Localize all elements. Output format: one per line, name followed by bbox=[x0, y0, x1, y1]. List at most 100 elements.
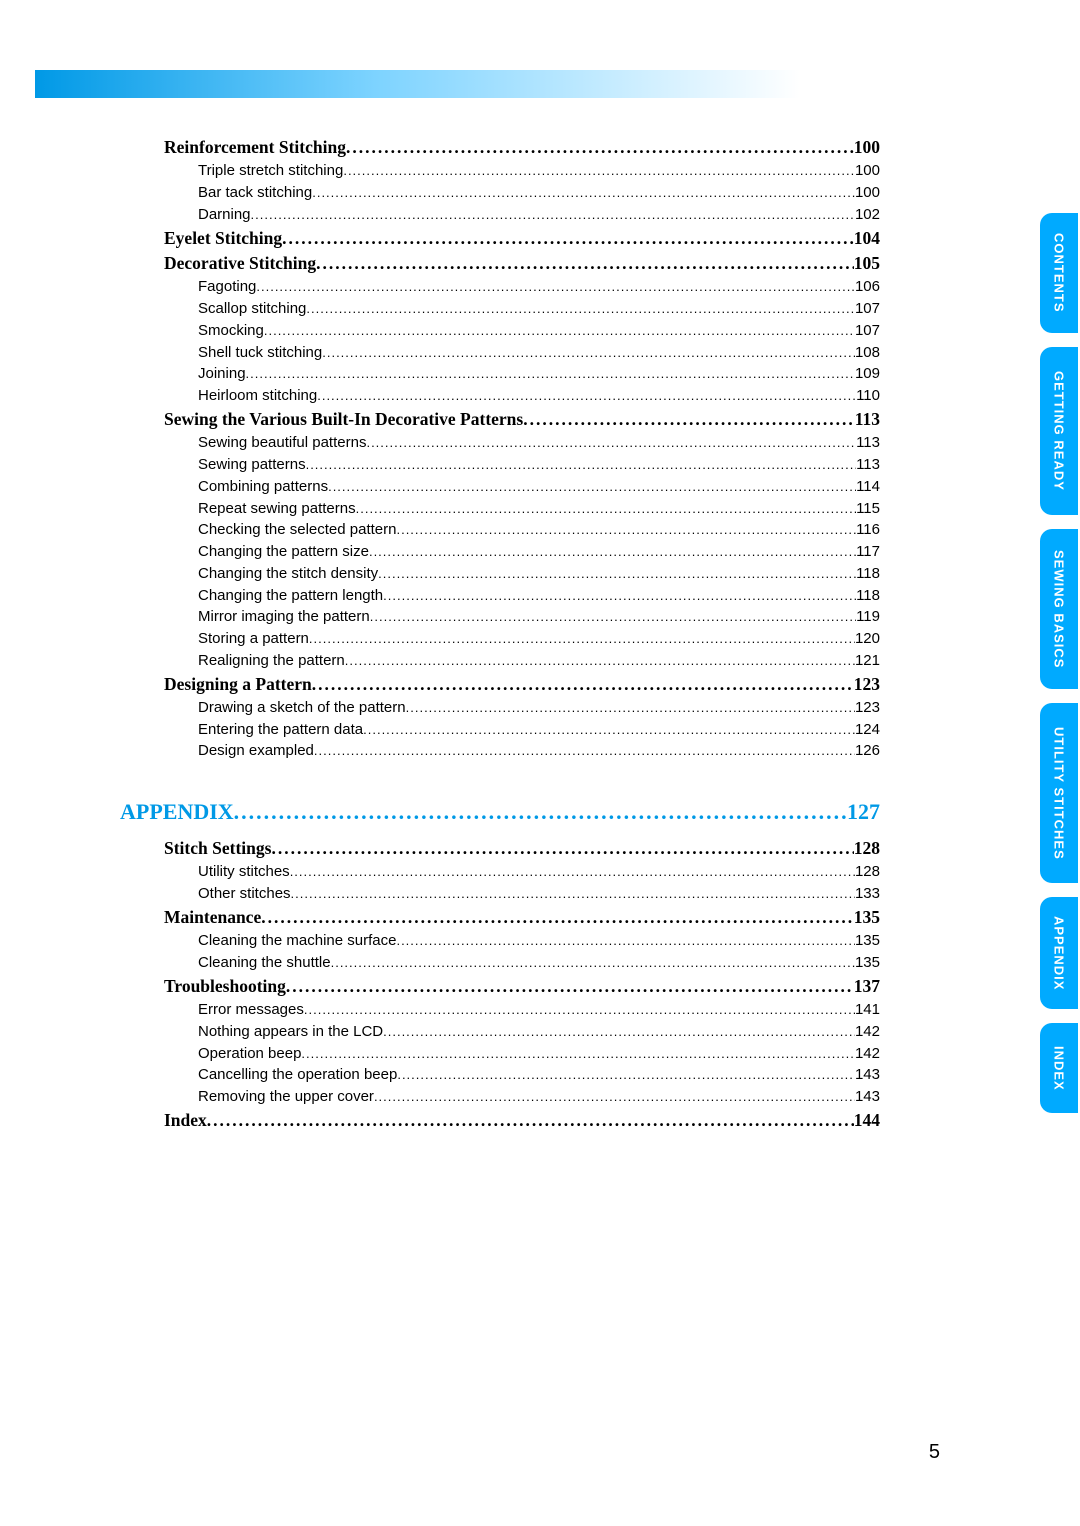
toc-entry[interactable]: Changing the pattern size 117 bbox=[198, 541, 880, 563]
toc-page: 144 bbox=[854, 1108, 880, 1133]
toc-page: 142 bbox=[855, 1021, 880, 1043]
toc-entry[interactable]: Removing the upper cover 143 bbox=[198, 1086, 880, 1108]
toc-page: 106 bbox=[855, 276, 880, 298]
toc-title: Bar tack stitching bbox=[198, 182, 312, 204]
toc-entry[interactable]: Nothing appears in the LCD 142 bbox=[198, 1021, 880, 1043]
toc-page: 105 bbox=[854, 251, 880, 276]
toc-page: 135 bbox=[855, 930, 880, 952]
toc-page: 133 bbox=[855, 883, 880, 905]
toc-entry[interactable]: Eyelet Stitching 104 bbox=[164, 226, 880, 251]
toc-entry[interactable]: Sewing patterns 113 bbox=[198, 454, 880, 476]
toc-entry[interactable]: Decorative Stitching 105 bbox=[164, 251, 880, 276]
toc-page: 116 bbox=[856, 519, 880, 541]
toc-leader-dots bbox=[286, 974, 854, 999]
toc-page: 100 bbox=[854, 135, 880, 160]
toc-entry[interactable]: Operation beep 142 bbox=[198, 1043, 880, 1065]
toc-page: 118 bbox=[856, 585, 880, 607]
toc-title: Shell tuck stitching bbox=[198, 342, 322, 364]
toc-page: 119 bbox=[856, 606, 880, 628]
toc-entry[interactable]: Realigning the pattern 121 bbox=[198, 650, 880, 672]
toc-entry[interactable]: Joining 109 bbox=[198, 363, 880, 385]
toc-entry[interactable]: Cancelling the operation beep 143 bbox=[198, 1064, 880, 1086]
toc-entry[interactable]: Troubleshooting 137 bbox=[164, 974, 880, 999]
toc-entry[interactable]: Changing the stitch density 118 bbox=[198, 563, 880, 585]
toc-title: Decorative Stitching bbox=[164, 251, 316, 276]
toc-title: Darning bbox=[198, 204, 251, 226]
toc-title: Utility stitches bbox=[198, 861, 290, 883]
toc-title: Scallop stitching bbox=[198, 298, 306, 320]
toc-title: Realigning the pattern bbox=[198, 650, 345, 672]
toc-entry[interactable]: Combining patterns 114 bbox=[198, 476, 880, 498]
toc-entry[interactable]: Error messages 141 bbox=[198, 999, 880, 1021]
side-tab[interactable]: UTILITY STITCHES bbox=[1040, 703, 1078, 883]
toc-entry[interactable]: Designing a Pattern 123 bbox=[164, 672, 880, 697]
toc-leader-dots bbox=[523, 407, 854, 432]
toc-page: 117 bbox=[856, 541, 880, 563]
toc-page: 121 bbox=[855, 650, 880, 672]
toc-entry[interactable]: Fagoting 106 bbox=[198, 276, 880, 298]
side-tab[interactable]: APPENDIX bbox=[1040, 897, 1078, 1009]
toc-leader-dots bbox=[314, 742, 855, 761]
toc-leader-dots bbox=[261, 905, 854, 930]
toc-entry[interactable]: Maintenance 135 bbox=[164, 905, 880, 930]
toc-title: Eyelet Stitching bbox=[164, 226, 282, 251]
toc-leader-dots bbox=[363, 721, 855, 740]
toc-entry[interactable]: Entering the pattern data 124 bbox=[198, 719, 880, 741]
toc-entry[interactable]: Design exampled 126 bbox=[198, 740, 880, 762]
toc-entry[interactable]: Cleaning the machine surface 135 bbox=[198, 930, 880, 952]
side-tab[interactable]: SEWING BASICS bbox=[1040, 529, 1078, 689]
toc-entry[interactable]: Bar tack stitching 100 bbox=[198, 182, 880, 204]
side-tab[interactable]: CONTENTS bbox=[1040, 213, 1078, 333]
toc-leader-dots bbox=[312, 672, 854, 697]
toc-page: 135 bbox=[855, 952, 880, 974]
toc-entry[interactable]: Drawing a sketch of the pattern 123 bbox=[198, 697, 880, 719]
toc-title: Index bbox=[164, 1108, 207, 1133]
toc-page: 108 bbox=[855, 342, 880, 364]
toc-page: 109 bbox=[855, 363, 880, 385]
toc-title: Cleaning the machine surface bbox=[198, 930, 396, 952]
toc-entry[interactable]: Reinforcement Stitching 100 bbox=[164, 135, 880, 160]
side-tab[interactable]: GETTING READY bbox=[1040, 347, 1078, 515]
toc-title: Changing the pattern size bbox=[198, 541, 369, 563]
toc-leader-dots bbox=[343, 162, 855, 181]
toc-entry[interactable]: Repeat sewing patterns 115 bbox=[198, 498, 880, 520]
toc-page: 118 bbox=[856, 563, 880, 585]
toc-entry[interactable]: Shell tuck stitching 108 bbox=[198, 342, 880, 364]
side-tab[interactable]: INDEX bbox=[1040, 1023, 1078, 1113]
toc-page: 137 bbox=[854, 974, 880, 999]
toc-entry[interactable]: APPENDIX 127 bbox=[120, 796, 880, 828]
toc-entry[interactable]: Checking the selected pattern 116 bbox=[198, 519, 880, 541]
toc-entry[interactable]: Sewing the Various Built-In Decorative P… bbox=[164, 407, 880, 432]
page-number: 5 bbox=[929, 1441, 940, 1464]
toc-entry[interactable]: Heirloom stitching 110 bbox=[198, 385, 880, 407]
toc-leader-dots bbox=[301, 1045, 855, 1064]
toc-entry[interactable]: Triple stretch stitching 100 bbox=[198, 160, 880, 182]
toc-page: 100 bbox=[855, 182, 880, 204]
toc-entry[interactable]: Storing a pattern 120 bbox=[198, 628, 880, 650]
toc-entry[interactable]: Other stitches 133 bbox=[198, 883, 880, 905]
toc-leader-dots bbox=[406, 699, 855, 718]
toc-title: Stitch Settings bbox=[164, 836, 271, 861]
toc-entry[interactable]: Mirror imaging the pattern 119 bbox=[198, 606, 880, 628]
toc-page: 128 bbox=[854, 836, 880, 861]
toc-title: Joining bbox=[198, 363, 246, 385]
toc-title: APPENDIX bbox=[120, 796, 234, 828]
toc-entry[interactable]: Stitch Settings 128 bbox=[164, 836, 880, 861]
toc-entry[interactable]: Smocking 107 bbox=[198, 320, 880, 342]
toc-entry[interactable]: Scallop stitching 107 bbox=[198, 298, 880, 320]
toc-entry[interactable]: Changing the pattern length 118 bbox=[198, 585, 880, 607]
toc-content: Reinforcement Stitching 100Triple stretc… bbox=[120, 135, 880, 1133]
toc-title: Operation beep bbox=[198, 1043, 301, 1065]
toc-entry[interactable]: Utility stitches 128 bbox=[198, 861, 880, 883]
toc-leader-dots bbox=[207, 1108, 854, 1133]
toc-entry[interactable]: Sewing beautiful patterns 113 bbox=[198, 432, 880, 454]
toc-leader-dots bbox=[369, 543, 856, 562]
toc-leader-dots bbox=[328, 478, 856, 497]
toc-title: Combining patterns bbox=[198, 476, 328, 498]
toc-entry[interactable]: Cleaning the shuttle 135 bbox=[198, 952, 880, 974]
toc-leader-dots bbox=[304, 1001, 855, 1020]
toc-entry[interactable]: Index 144 bbox=[164, 1108, 880, 1133]
toc-title: Removing the upper cover bbox=[198, 1086, 374, 1108]
toc-entry[interactable]: Darning 102 bbox=[198, 204, 880, 226]
toc-page: 102 bbox=[855, 204, 880, 226]
